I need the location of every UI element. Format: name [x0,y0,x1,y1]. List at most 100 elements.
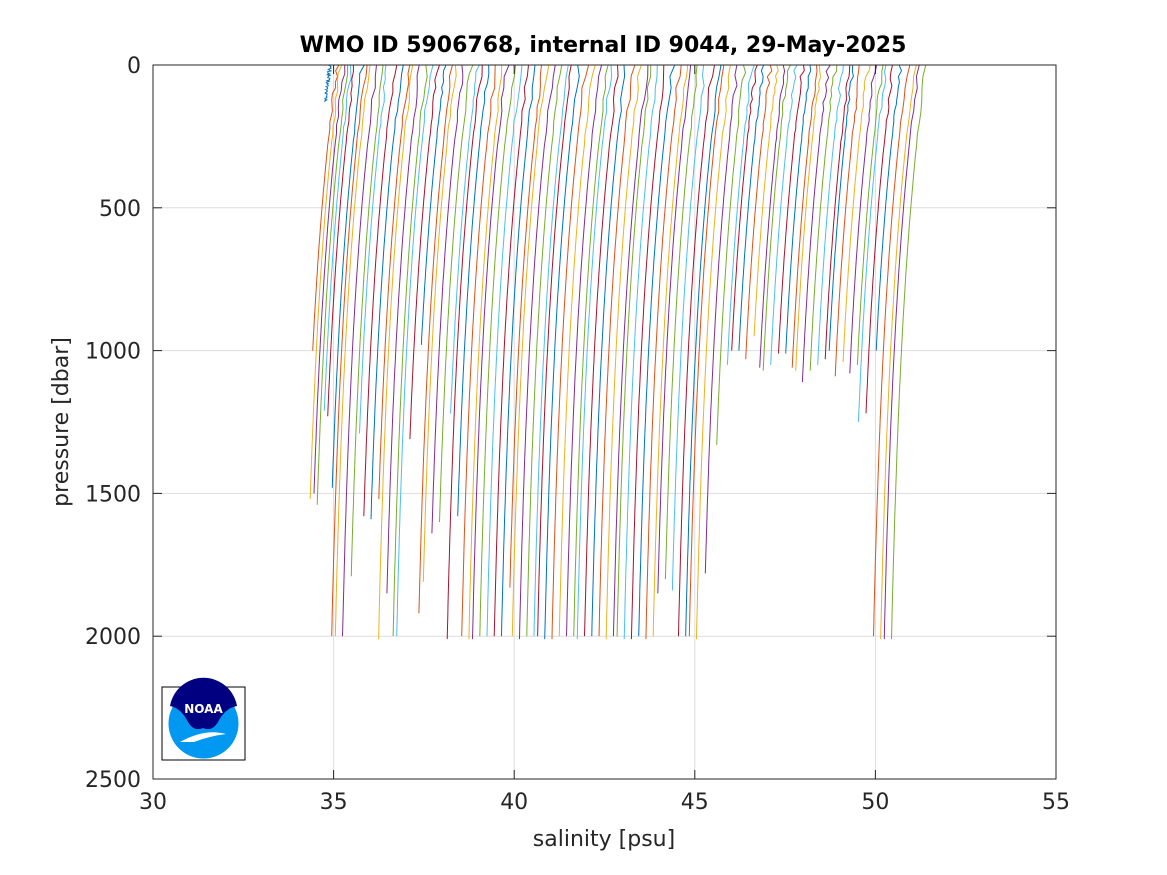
profile-line [716,64,747,445]
profile-line [857,64,887,423]
x-tick-label: 40 [500,790,528,815]
profile-line [638,64,676,637]
profile-line [558,64,596,637]
profile-line [801,64,831,383]
profile-line [685,64,722,637]
profile-line [678,64,715,637]
profile-line [392,64,428,637]
profile-line [645,64,682,640]
profile-line [738,64,765,351]
profile-line [573,64,609,637]
profile-line [511,64,550,637]
profile-line [439,64,474,523]
plot-frame [152,64,1057,780]
profile-line [824,64,851,360]
profile-line [457,64,490,517]
x-tick-label: 45 [681,790,709,815]
profile-line [378,64,411,500]
profile-line [856,64,884,365]
profile-line [334,64,371,637]
x-axis-ticks: 30 35 40 45 50 55 [139,65,1070,815]
profile-line [778,64,805,354]
profile-line [731,64,758,351]
profile-line [880,64,917,640]
profile-line [431,64,464,534]
profile-line [795,64,822,371]
profile-line [363,64,398,517]
profile-line [591,64,626,637]
profile-line [446,64,483,640]
profile-line [486,64,523,637]
profile-line [396,64,434,637]
profile-line [809,64,838,371]
profile-line [316,65,349,505]
profile-line [657,64,692,594]
profile-line [664,64,698,580]
profile-line [312,64,340,351]
profile-line [762,64,791,371]
y-tick-label: 1000 [85,340,141,365]
profile-line [519,64,556,640]
profile-line [313,64,346,494]
profile-line [875,64,903,351]
profile-line [849,64,878,374]
profile-line [359,64,387,434]
logo-text: NOAA [184,702,223,716]
profile-line [828,64,854,351]
y-tick-label: 2000 [85,625,141,650]
y-tick-label: 2500 [85,768,141,793]
profile-line [704,64,738,574]
logo-dark-band-icon [170,677,237,730]
profile-line [468,64,503,640]
profile-line [745,64,773,360]
profile-line [834,64,860,377]
profile-line [605,64,642,640]
profile-line [652,64,689,637]
profile-line [327,65,354,417]
profile-line [842,64,871,363]
y-axis-ticks: 0 500 1000 1500 2000 2500 [85,54,1056,793]
profile-line [883,64,920,640]
profile-line [598,64,636,637]
x-tick-label: 35 [320,790,348,815]
y-tick-label: 0 [127,54,141,79]
profile-line [785,64,812,354]
profile-line [422,64,457,582]
profile-line [726,64,755,365]
profile-line [612,64,649,637]
y-tick-label: 1500 [85,482,141,507]
profile-line [509,64,542,588]
chart-title: WMO ID 5906768, internal ID 9044, 29-May… [300,33,907,58]
profile-line [873,64,911,637]
profile-lines [309,64,927,640]
logo-gull-icon [180,732,226,742]
x-tick-label: 50 [861,790,889,815]
profile-line [630,64,665,640]
profile-line [623,64,658,640]
profile-line [324,64,333,103]
profile-line [551,64,590,640]
profile-line [616,64,652,637]
profile-line [759,64,786,368]
profile-line [370,64,404,520]
profile-line [461,64,496,637]
profile-line [493,64,529,637]
profile-line [331,64,368,637]
profile-line [450,64,480,414]
profile-line [409,64,440,440]
profile-line [386,64,420,594]
profile-line [526,64,563,637]
profile-line [501,64,536,637]
profile-line [378,64,414,640]
profile-line [331,64,365,488]
profile-line [479,64,516,637]
profile-line [791,64,818,368]
profile-line [576,64,613,640]
x-axis-label: salinity [psu] [533,827,675,852]
profile-line [770,64,798,365]
profile-line [350,64,384,577]
profile-line [891,64,927,640]
x-tick-label: 30 [139,790,167,815]
profile-line [342,64,377,637]
